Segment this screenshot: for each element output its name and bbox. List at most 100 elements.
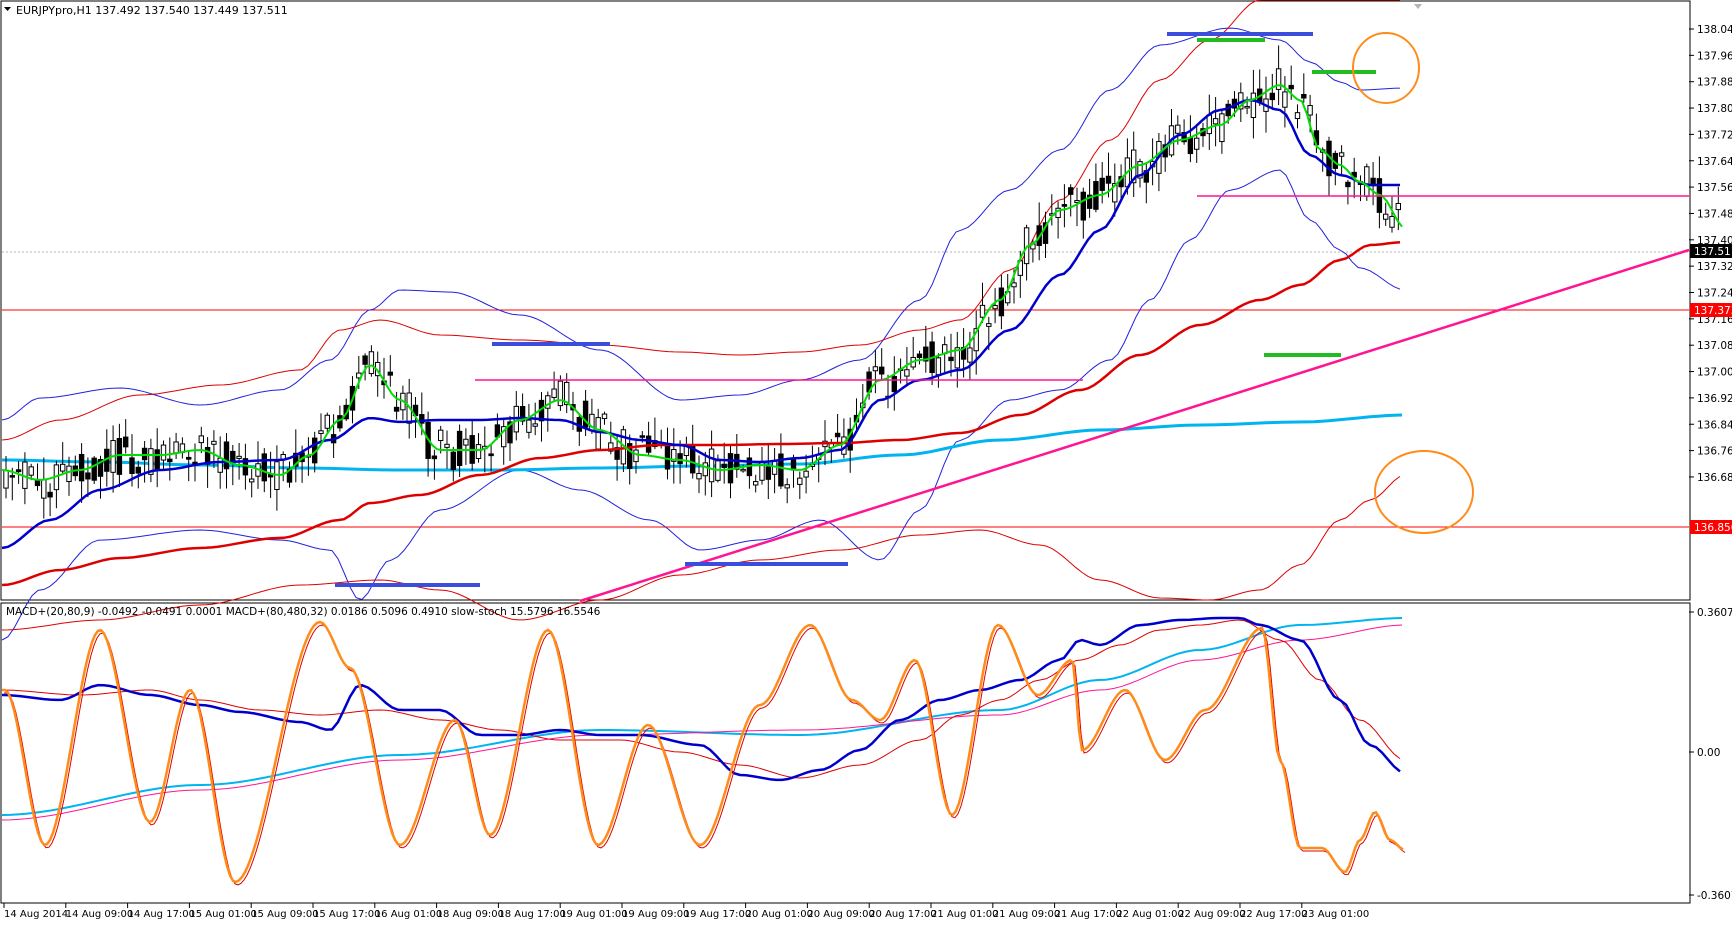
candle-down [1288,84,1294,90]
indicator-panel-header: MACD+(20,80,9) -0.0492 -0.0491 0.0001 MA… [6,606,601,618]
candle-down [154,449,160,471]
candle-down [141,447,148,461]
candle-down [1068,187,1074,195]
candle-up [753,481,759,486]
candle-down [488,453,494,457]
macd-fast-blue-line [1,616,1401,782]
time-tick-label: 20 Aug 17:00 [869,909,936,920]
candle-up [1383,213,1389,220]
time-tick-label: 19 Aug 17:00 [684,909,751,920]
candle-up [532,423,538,427]
candle-down [790,458,797,471]
candle-down [519,406,526,422]
time-tick-label: 19 Aug 09:00 [622,909,689,920]
time-tick-label: 20 Aug 09:00 [807,909,874,920]
current-price-tag-text: 137.511 [1694,246,1732,258]
candle-up [973,328,979,352]
candle-up [444,443,450,448]
candle-up [1244,105,1250,109]
candle-down [923,346,929,362]
candle-up [526,419,532,433]
candle-up [1364,166,1370,197]
candle-up [368,351,375,375]
time-tick-label: 22 Aug 09:00 [1178,909,1245,920]
time-tick-label: 18 Aug 17:00 [498,909,565,920]
candle-down [450,451,457,471]
candle-up [66,465,72,483]
candle-up [463,438,469,446]
candle-down [293,452,299,467]
candle-up [1294,112,1301,120]
candle-up [608,442,614,452]
candle-up [696,472,702,480]
hline-lower-tag [1690,520,1732,534]
trendline-pink[interactable] [579,248,1690,603]
scroll-marker-icon[interactable] [1414,4,1422,9]
candle-up [1112,183,1118,203]
highlight-circle-lower[interactable] [1374,450,1474,534]
price-tick-label: 137.005 [1697,367,1732,379]
candle-up [595,417,601,450]
price-tick-label: 137.725 [1697,129,1732,141]
candle-down [47,491,53,498]
indicator-tick-label: 0.3607 [1697,607,1732,619]
candle-up [28,466,34,476]
candle-up [1338,152,1345,157]
highlight-circle-upper[interactable] [1352,32,1420,104]
hline-upper-tag [1690,303,1732,317]
candle-down [135,466,142,474]
candle-up [967,347,973,363]
price-tick-label: 137.645 [1697,156,1732,168]
bollinger-upper-line [1,27,1401,421]
candle-down [129,457,135,474]
candle-up [1389,215,1395,228]
candle-down [97,458,104,477]
time-tick-label: 21 Aug 01:00 [931,909,998,920]
candle-down [1086,194,1093,209]
price-tick-label: 137.885 [1697,77,1732,89]
candle-down [677,453,683,465]
candle-up [148,448,154,475]
candle-up [992,304,998,310]
candle-down [879,366,885,375]
price-tick-label: 136.685 [1697,472,1732,484]
candle-down [507,421,513,444]
candle-down [721,463,727,468]
candle-down [778,453,784,487]
time-tick-label: 23 Aug 01:00 [1302,909,1369,920]
candle-down [9,475,16,478]
candle-up [702,462,708,477]
indicator-panel-frame[interactable] [0,602,1691,904]
candle-down [393,406,400,412]
dropdown-triangle-icon[interactable] [4,7,11,11]
candle-down [1301,93,1307,99]
bollinger-lower-line [1,169,1401,641]
price-tick-label: 137.805 [1697,103,1732,115]
candle-down [1181,132,1187,143]
time-tick-label: 22 Aug 01:00 [1116,909,1183,920]
candle-down [431,455,438,460]
candle-down [78,453,85,482]
candle-up [438,429,444,442]
candle-up [954,347,960,369]
indicator-tick-label: -0.3607 [1697,890,1732,902]
stochastic-main-line [2,620,1404,884]
price-panel-frame[interactable] [0,0,1691,601]
candle-down [419,414,425,424]
candle-down [204,446,211,465]
time-tick-label: 15 Aug 17:00 [313,909,380,920]
price-tick-label: 137.565 [1697,182,1732,194]
candle-down [337,415,343,429]
candle-down [1269,92,1275,101]
candle-down [1099,177,1105,191]
candle-up [633,449,639,463]
candle-up [601,413,608,420]
candle-down [261,453,268,482]
candle-up [979,304,986,318]
candle-up [1275,68,1282,90]
time-tick-label: 14 Aug 17:00 [128,909,195,920]
candle-up [249,478,255,483]
time-tick-label: 16 Aug 01:00 [375,909,442,920]
candle-down [387,371,394,376]
